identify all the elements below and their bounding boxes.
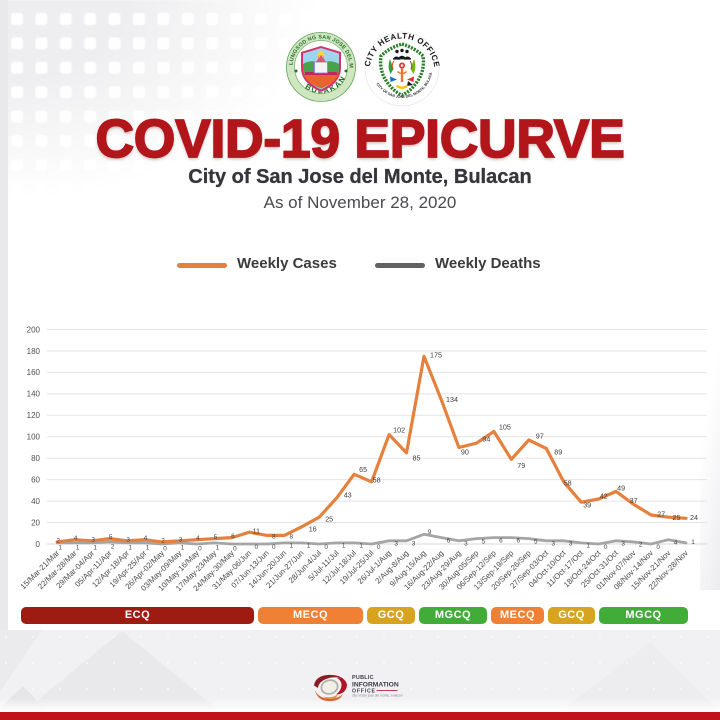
svg-text:1: 1	[146, 544, 150, 551]
svg-text:1: 1	[342, 543, 346, 550]
svg-text:8: 8	[290, 533, 294, 540]
svg-text:89: 89	[554, 448, 562, 457]
svg-text:3: 3	[569, 541, 573, 548]
svg-text:79: 79	[517, 461, 525, 470]
svg-text:2: 2	[639, 542, 643, 549]
svg-text:102: 102	[393, 426, 405, 435]
svg-text:4: 4	[74, 535, 78, 542]
svg-text:27: 27	[657, 510, 665, 519]
svg-text:3: 3	[126, 536, 130, 543]
svg-text:6: 6	[447, 537, 451, 544]
svg-text:0: 0	[324, 544, 328, 551]
svg-text:0: 0	[377, 544, 381, 551]
svg-text:65: 65	[359, 465, 367, 474]
svg-text:0: 0	[36, 540, 41, 549]
svg-text:1: 1	[58, 544, 62, 551]
svg-text:PUBLIC: PUBLIC	[352, 675, 374, 681]
svg-text:1: 1	[691, 539, 695, 546]
svg-text:105: 105	[499, 422, 511, 431]
svg-text:140: 140	[27, 390, 41, 399]
svg-text:1: 1	[307, 543, 311, 550]
svg-text:5: 5	[214, 534, 218, 541]
svg-text:3: 3	[464, 541, 468, 548]
svg-text:5: 5	[534, 538, 538, 545]
svg-text:58: 58	[564, 478, 572, 487]
svg-text:1: 1	[128, 544, 132, 551]
svg-text:2: 2	[111, 543, 115, 550]
svg-text:39: 39	[583, 501, 591, 510]
svg-text:5: 5	[482, 538, 486, 545]
svg-text:80: 80	[31, 454, 40, 463]
svg-text:1: 1	[359, 543, 363, 550]
svg-text:85: 85	[413, 453, 421, 462]
svg-text:city of san jose del monte, bu: city of san jose del monte, bulacan	[352, 694, 403, 698]
svg-text:1: 1	[586, 543, 590, 550]
svg-text:0: 0	[272, 544, 276, 551]
svg-text:3: 3	[412, 541, 416, 548]
svg-text:180: 180	[27, 347, 41, 356]
svg-text:40: 40	[31, 497, 40, 506]
svg-text:16: 16	[309, 524, 317, 533]
svg-text:90: 90	[461, 447, 469, 456]
svg-text:3: 3	[179, 536, 183, 543]
svg-text:6: 6	[499, 537, 503, 544]
svg-text:1: 1	[290, 543, 294, 550]
svg-text:INFORMATION: INFORMATION	[352, 682, 399, 689]
svg-text:3: 3	[621, 541, 625, 548]
svg-text:175: 175	[430, 350, 442, 359]
svg-text:1: 1	[76, 544, 80, 551]
svg-text:6: 6	[231, 533, 235, 540]
svg-text:25: 25	[673, 513, 681, 522]
svg-text:42: 42	[600, 491, 608, 500]
svg-text:2: 2	[56, 537, 60, 544]
svg-text:3: 3	[394, 541, 398, 548]
svg-text:60: 60	[31, 475, 40, 484]
svg-text:2: 2	[161, 537, 165, 544]
svg-text:94: 94	[482, 435, 490, 444]
svg-text:25: 25	[325, 515, 333, 524]
svg-text:11: 11	[253, 527, 260, 536]
svg-text:1: 1	[93, 544, 97, 551]
svg-text:49: 49	[617, 483, 625, 492]
svg-text:134: 134	[446, 395, 458, 404]
svg-text:37: 37	[630, 496, 638, 505]
svg-text:0: 0	[163, 546, 167, 553]
svg-text:20: 20	[31, 518, 40, 527]
svg-text:0: 0	[233, 546, 237, 553]
svg-text:0: 0	[604, 544, 608, 551]
svg-text:120: 120	[27, 411, 41, 420]
svg-text:OFFICE: OFFICE	[352, 689, 376, 695]
svg-text:4: 4	[144, 535, 148, 542]
svg-text:3: 3	[91, 536, 95, 543]
svg-text:24: 24	[690, 513, 698, 522]
svg-text:8: 8	[272, 533, 276, 540]
svg-text:0: 0	[255, 544, 259, 551]
svg-text:97: 97	[536, 431, 544, 440]
svg-text:43: 43	[344, 490, 352, 499]
svg-text:5: 5	[109, 534, 113, 541]
svg-text:200: 200	[27, 325, 41, 334]
svg-text:4: 4	[196, 535, 200, 542]
svg-text:100: 100	[27, 433, 41, 442]
svg-text:4: 4	[674, 540, 678, 547]
svg-text:3: 3	[552, 541, 556, 548]
svg-text:1: 1	[216, 544, 220, 551]
svg-text:9: 9	[428, 529, 432, 536]
svg-text:0: 0	[198, 546, 202, 553]
svg-text:6: 6	[517, 537, 521, 544]
svg-text:58: 58	[373, 475, 381, 484]
svg-text:160: 160	[27, 368, 41, 377]
svg-text:0: 0	[656, 544, 660, 551]
svg-text:1: 1	[181, 544, 185, 551]
